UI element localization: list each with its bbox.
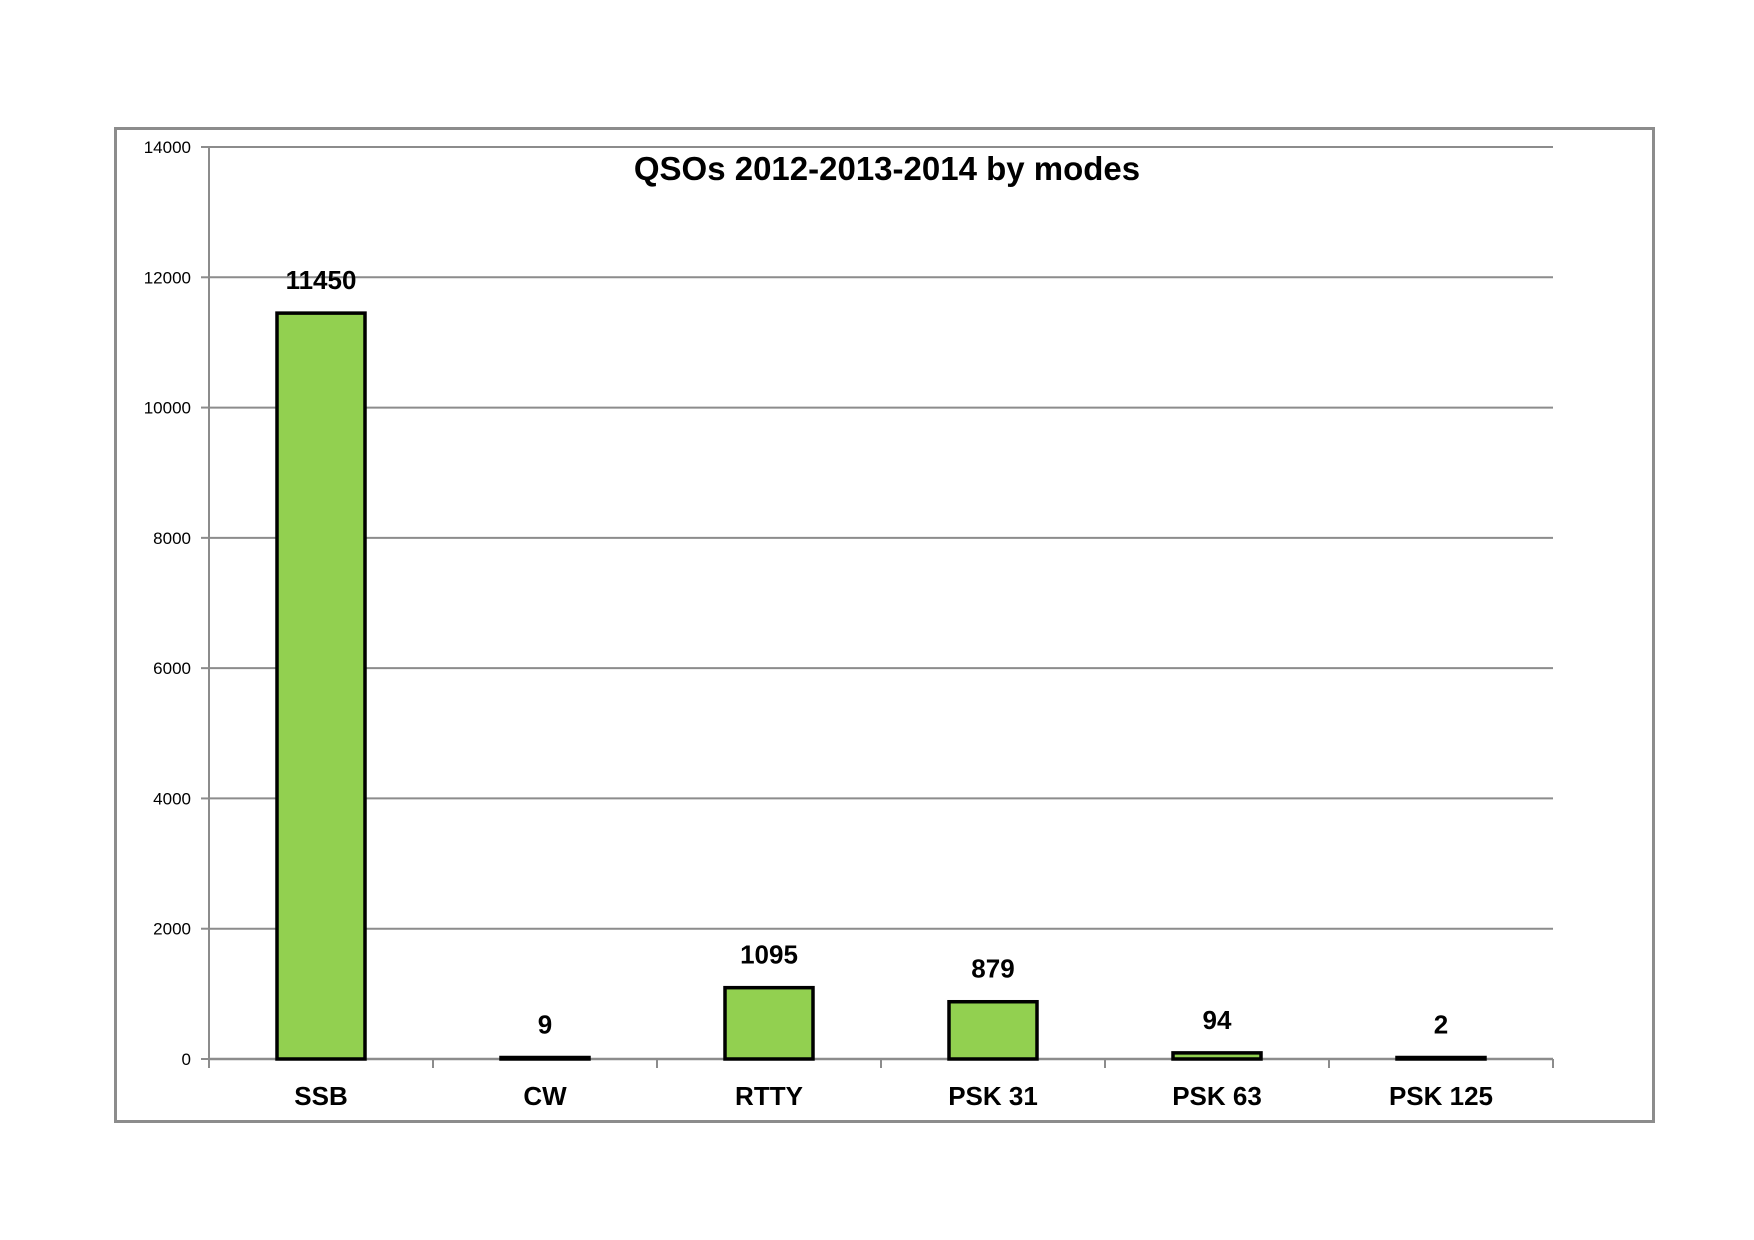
gridlines bbox=[209, 146, 1553, 930]
y-tick-label: 4000 bbox=[153, 789, 191, 808]
x-category-label: RTTY bbox=[735, 1081, 803, 1111]
bar-psk-125 bbox=[1395, 1055, 1487, 1061]
y-tick-label: 0 bbox=[182, 1050, 191, 1069]
data-label: 11450 bbox=[286, 265, 357, 295]
x-category-label: CW bbox=[523, 1081, 567, 1111]
labels: 0 2000 4000 6000 8000 10000 12000 14000 11450 SSB… bbox=[144, 138, 1493, 1111]
bar-chart: 0 2000 4000 6000 8000 10000 12000 14000 11450 SSB… bbox=[144, 138, 1554, 1111]
data-label: 9 bbox=[538, 1010, 552, 1040]
bar-psk-31 bbox=[947, 999, 1039, 1061]
bar-ssb bbox=[275, 311, 367, 1061]
y-tick-label: 14000 bbox=[144, 138, 191, 157]
bar-psk-63 bbox=[1171, 1051, 1263, 1061]
y-tick-label: 8000 bbox=[153, 529, 191, 548]
bars bbox=[275, 311, 1487, 1061]
x-category-label: PSK 63 bbox=[1172, 1081, 1262, 1111]
axes bbox=[201, 146, 1554, 1068]
y-tick-label: 10000 bbox=[144, 399, 191, 418]
data-label: 1095 bbox=[740, 940, 798, 970]
y-tick-label: 12000 bbox=[144, 268, 191, 287]
y-tick-label: 2000 bbox=[153, 920, 191, 939]
bar-cw bbox=[499, 1055, 591, 1061]
chart-title: QSOs 2012-2013-2014 by modes bbox=[634, 150, 1140, 187]
data-label: 879 bbox=[971, 954, 1014, 984]
x-category-label: PSK 31 bbox=[948, 1081, 1038, 1111]
y-tick-label: 6000 bbox=[153, 659, 191, 678]
bar-rtty bbox=[723, 985, 815, 1061]
x-category-label: SSB bbox=[294, 1081, 347, 1111]
x-category-label: PSK 125 bbox=[1389, 1081, 1493, 1111]
data-label: 2 bbox=[1434, 1010, 1448, 1040]
data-label: 94 bbox=[1203, 1005, 1232, 1035]
chart-frame: 0 2000 4000 6000 8000 10000 12000 14000 11450 SSB… bbox=[114, 127, 1655, 1123]
